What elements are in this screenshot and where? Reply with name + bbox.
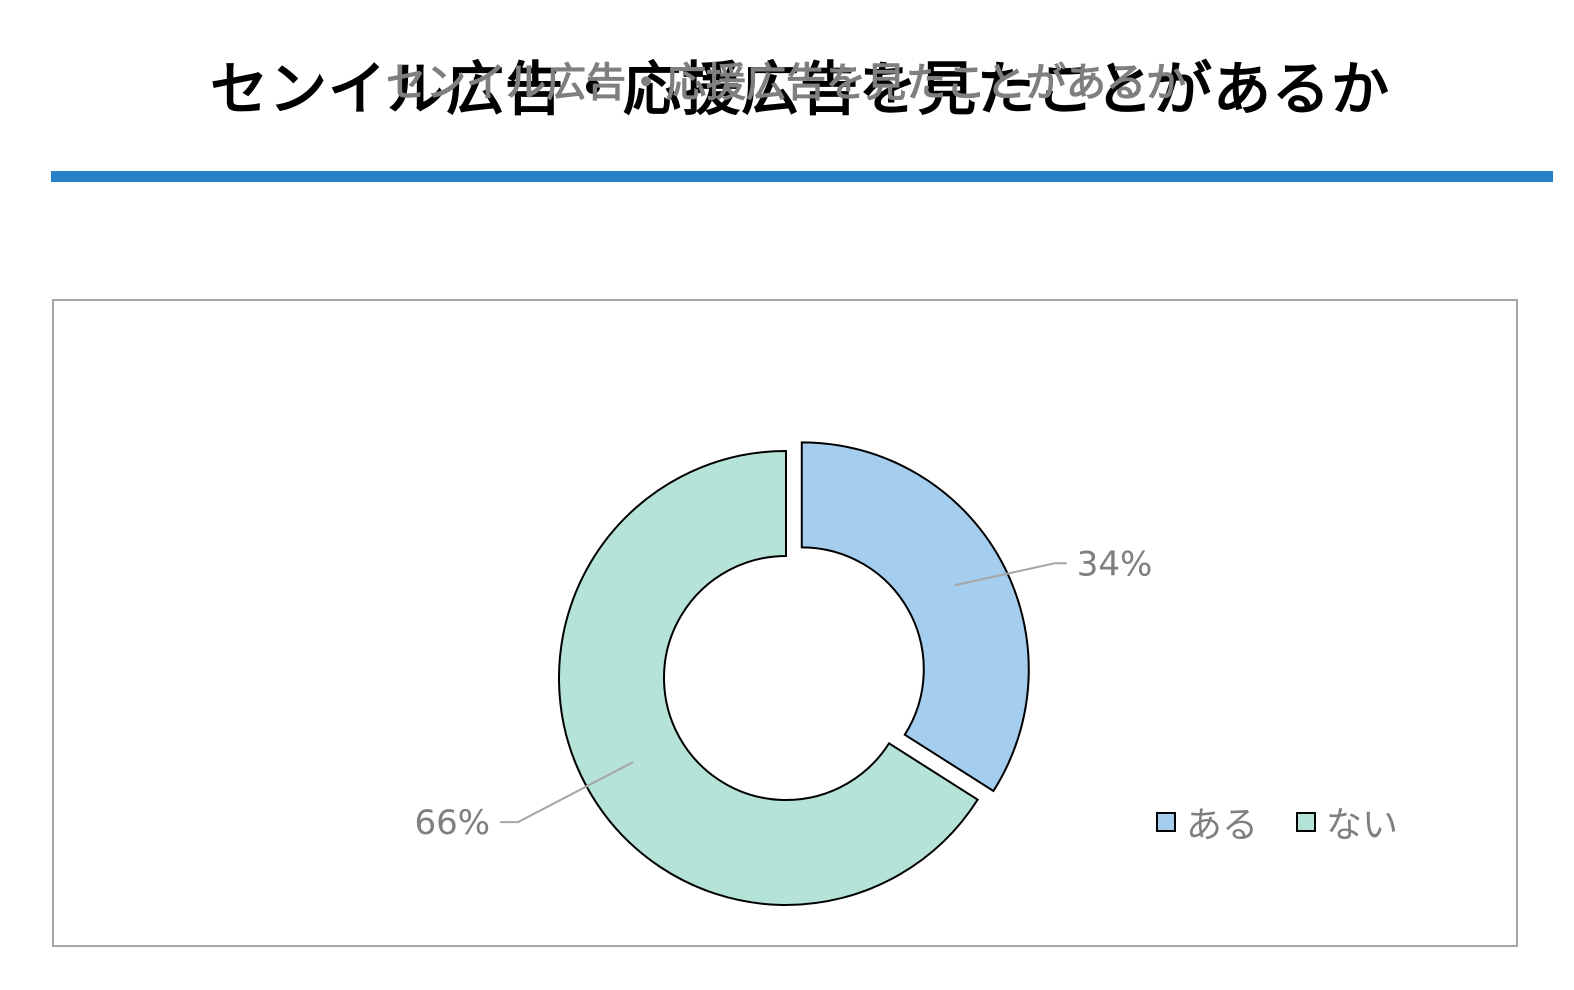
legend-item-aru: ある [1156, 796, 1258, 848]
legend-swatch-nai [1296, 812, 1317, 832]
legend-label-nai: ない [1326, 805, 1399, 846]
donut-slice-nai [558, 449, 980, 906]
data-label-aru: 34% [1077, 544, 1153, 584]
chart-legend: ある ない [1156, 796, 1436, 848]
page-title: センイル広告・応援広告を見たことがあるか [209, 55, 1390, 123]
leader-line-nai [500, 761, 634, 824]
chart-title: センイル広告・応援広告を見たことがあるか [386, 60, 1186, 106]
legend-swatch-aru [1156, 812, 1176, 832]
leader-line-aru [954, 562, 1067, 587]
donut-slice-aru [800, 441, 1030, 793]
title-divider [51, 171, 1553, 182]
data-label-nai: 66% [415, 803, 491, 843]
legend-item-nai: ない [1296, 796, 1398, 848]
legend-label-aru: ある [1186, 805, 1259, 846]
